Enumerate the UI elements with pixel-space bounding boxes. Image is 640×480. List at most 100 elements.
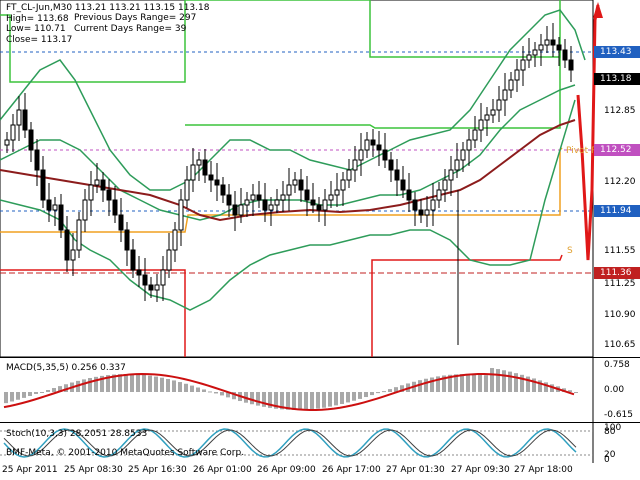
macd-canvas — [0, 358, 594, 422]
macd-histogram-bar — [46, 390, 50, 392]
candle-body — [280, 194, 286, 201]
macd-pane[interactable]: MACD(5,35,5) 0.256 0.337 — [0, 358, 640, 422]
macd-histogram-bar — [430, 377, 434, 392]
candle-body — [544, 39, 550, 46]
macd-histogram-bar — [112, 374, 116, 392]
green-step-line-2 — [185, 50, 561, 129]
candle-body — [490, 109, 496, 116]
high-value: High= 113.68 — [6, 13, 69, 24]
candle-body — [406, 189, 412, 201]
macd-histogram-bar — [202, 389, 206, 392]
candle-body — [466, 139, 472, 151]
candle-body — [394, 169, 400, 181]
macd-histogram-bar — [136, 374, 140, 392]
candle-body — [220, 184, 226, 196]
previous-days-range: Previous Days Range= 297 — [74, 13, 197, 23]
stoch-axis-label: 20 — [604, 450, 616, 460]
macd-histogram-bar — [568, 390, 572, 392]
candle-body — [196, 159, 202, 166]
candle-body — [472, 129, 478, 141]
candle-body — [514, 69, 520, 81]
candle-body — [520, 59, 526, 71]
resistance-step-line — [0, 0, 561, 83]
chart-info: FT_CL-Jun,M30 113.21 113.21 113.15 113.1… — [6, 3, 209, 45]
pane-separator[interactable] — [0, 357, 640, 358]
candle-body — [10, 124, 16, 141]
candle-body — [550, 39, 556, 46]
candle-body — [100, 179, 106, 191]
macd-histogram-bar — [490, 368, 494, 392]
candle-body — [112, 199, 118, 216]
macd-histogram-bar — [532, 378, 536, 392]
macd-histogram-bar — [106, 375, 110, 392]
pane-separator[interactable] — [0, 422, 640, 423]
candle-body — [382, 149, 388, 161]
macd-histogram-bar — [460, 374, 464, 392]
stochastic-pane[interactable]: Stoch(10,3,3) 28.2051 28.8533 — [0, 423, 640, 463]
candle-body — [250, 194, 256, 201]
macd-histogram-bar — [40, 392, 44, 393]
support-label: S — [567, 246, 573, 256]
candle-body — [364, 139, 370, 151]
macd-histogram-bar — [478, 374, 482, 392]
candle-body — [166, 249, 172, 271]
price-chart-pane[interactable]: FT_CL-Jun,M30 113.21 113.21 113.15 113.1… — [0, 0, 640, 357]
macd-histogram-bar — [496, 369, 500, 392]
candle-body — [304, 189, 310, 201]
candle-body — [154, 284, 160, 291]
macd-histogram-bar — [94, 376, 98, 392]
macd-histogram-bar — [52, 388, 56, 392]
macd-histogram-bar — [100, 375, 104, 392]
candle-body — [418, 209, 424, 216]
macd-histogram-bar — [328, 392, 332, 407]
candle-body — [172, 229, 178, 251]
candle-body — [76, 219, 82, 251]
macd-histogram-bar — [394, 387, 398, 392]
candle-body — [328, 194, 334, 201]
candle-body — [268, 204, 274, 211]
time-axis-label: 25 Apr 08:30 — [64, 465, 123, 475]
candle-body — [526, 54, 532, 61]
price-axis-label: 112.85 — [604, 106, 636, 116]
candle-body — [502, 89, 508, 101]
macd-histogram-bar — [142, 374, 146, 392]
candle-body — [202, 159, 208, 176]
macd-histogram-bar — [280, 392, 284, 410]
candle-body — [340, 179, 346, 191]
candle-body — [448, 169, 454, 181]
candle-body — [370, 139, 376, 146]
candle-body — [238, 204, 244, 216]
candle-body — [28, 129, 34, 151]
macd-histogram-bar — [376, 392, 380, 394]
macd-histogram-bar — [28, 392, 32, 396]
candle-body — [286, 184, 292, 196]
macd-histogram-bar — [370, 392, 374, 396]
macd-histogram-bar — [364, 392, 368, 398]
candle-body — [556, 44, 562, 51]
macd-histogram-bar — [226, 392, 230, 398]
macd-histogram-bar — [262, 392, 266, 407]
macd-histogram-bar — [118, 374, 122, 392]
candle-body — [442, 179, 448, 191]
macd-histogram-bar — [544, 382, 548, 392]
range-info: Previous Days Range= 297 Current Days Ra… — [74, 13, 196, 34]
macd-histogram-bar — [418, 380, 422, 392]
macd-axis-label: -0.615 — [604, 410, 634, 420]
candle-body — [292, 179, 298, 186]
candle-body — [40, 169, 46, 201]
macd-histogram-bar — [268, 392, 272, 408]
macd-histogram-bar — [472, 374, 476, 392]
candle-body — [16, 109, 22, 126]
macd-histogram-bar — [424, 378, 428, 392]
current-days-range: Current Days Range= 39 — [74, 23, 187, 34]
candle-body — [52, 204, 58, 211]
macd-signal-line — [3, 373, 575, 411]
macd-histogram-bar — [214, 392, 218, 394]
macd-histogram-bar — [220, 392, 224, 396]
candle-body — [376, 144, 382, 151]
candle-body — [310, 199, 316, 206]
candle-body — [436, 189, 442, 201]
candle-body — [346, 169, 352, 181]
copyright-text: BMF-Meta, © 2001-2010 MetaQuotes Softwar… — [6, 448, 245, 458]
macd-histogram-bar — [184, 383, 188, 392]
